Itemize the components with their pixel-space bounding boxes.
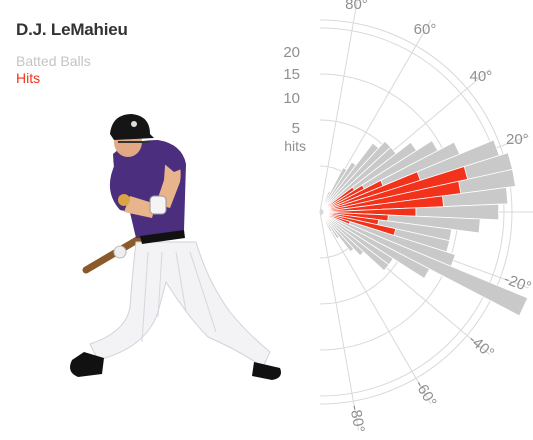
legend-batted-balls: Batted Balls: [16, 53, 91, 69]
ball-shape: [113, 245, 127, 259]
angle-tick--80: -80°: [346, 404, 368, 434]
belt: [140, 230, 185, 244]
player-photo: [70, 114, 281, 380]
radial-tick-20: 20: [283, 44, 300, 61]
hits-bars: [322, 166, 469, 236]
player-name: D.J. LeMahieu: [16, 20, 128, 39]
left-shoe: [70, 352, 104, 377]
batted-bar--60: [321, 214, 333, 233]
grid-spoke--80: [319, 211, 360, 431]
angle-tick--40: -40°: [465, 331, 497, 362]
angle-tick-80: 80°: [345, 0, 368, 13]
radial-tick-15: 15: [283, 66, 300, 83]
pants-shape: [89, 241, 271, 368]
radial-tick-labels: 5 10 15 20 hits: [283, 44, 306, 154]
grid-spoke-80: [319, 0, 358, 213]
hit-bar--25: [323, 213, 333, 219]
legend-hits: Hits: [16, 70, 41, 86]
angle-tick-60: 60°: [414, 21, 437, 38]
radial-tick-10: 10: [283, 90, 300, 107]
helmet: [110, 114, 154, 140]
angle-tick-20: 20°: [506, 131, 529, 148]
gloves: [149, 195, 167, 215]
grid-spoke--60: [319, 211, 432, 405]
jersey-patch: [118, 194, 130, 206]
angle-tick--60: -60°: [411, 377, 440, 409]
angle-tick-40: 40°: [470, 68, 493, 85]
right-shoe: [252, 362, 281, 380]
radial-unit-label: hits: [284, 138, 306, 154]
radial-tick-5: 5: [292, 120, 300, 137]
batted-balls-bars: [321, 139, 529, 317]
